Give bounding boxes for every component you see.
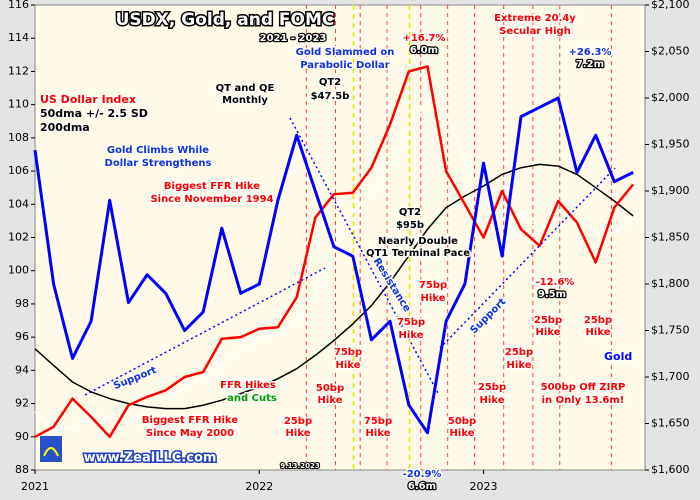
y-tick-label: 94 [15,363,29,376]
logo-mark [43,447,59,457]
legend-label: US Dollar Index [40,93,136,106]
y-tick-label: 116 [8,0,29,11]
y-tick-label: 114 [8,31,29,44]
y2-tick-label: $2,100 [651,0,690,11]
annotation: Since November 1994 [150,194,273,205]
annotation: Hike [480,395,505,406]
legend-label: Gold [604,350,632,363]
legend-label: 50dma +/- 2.5 SD [40,107,148,120]
annotation: Hike [586,327,611,338]
annotation: Extreme 20.4y [494,13,576,24]
annotation: Hike [421,293,446,304]
x-tick-label: 2022 [245,480,273,493]
y-tick-label: 100 [8,264,29,277]
annotation: Hike [536,327,561,338]
annotation: Dollar Strengthens [105,158,212,169]
annotation: 6.0m [410,45,438,56]
annotation: +26.3% [568,47,611,58]
y-tick-label: 98 [15,297,29,310]
annotation: 25bp [534,315,562,326]
y-tick-label: 110 [8,98,29,111]
y2-tick-label: $2,000 [651,91,690,104]
watermark: www.ZealLLC.com [84,451,217,466]
annotation: Since May 2000 [146,428,234,439]
annotation: Biggest FFR Hike [164,181,260,192]
annotation: Hike [507,360,532,371]
annotation: 50bp [448,416,476,427]
annotation: 25bp [284,416,312,427]
annotation: 7.2m [576,59,604,70]
x-tick-label: 2021 [21,480,49,493]
annotation: 75bp [334,347,362,358]
annotation: 500bp Off ZIRP [541,382,626,393]
y-tick-label: 90 [15,430,29,443]
chart-title: USDX, Gold, and FOMC [116,10,335,30]
y-tick-label: 88 [15,463,29,476]
annotation: Hike [336,360,361,371]
series-line [34,163,634,410]
y2-tick-label: $1,850 [651,231,690,244]
y-tick-label: 108 [8,131,29,144]
annotation: QT2 [399,207,421,218]
annotation: 75bp [419,280,447,291]
annotation: 50bp [316,383,344,394]
annotation: Nearly Double [378,236,458,247]
support-line [439,167,616,349]
annotation: Hike [286,428,311,439]
annotation: Hike [318,395,343,406]
annotation: Secular High [499,26,571,37]
annotation: $95b [396,220,424,231]
y-tick-label: 96 [15,330,29,343]
resistance-line [289,117,439,394]
annotation: Hike [399,330,424,341]
series-line [34,65,635,439]
annotation: $47.5b [311,91,350,102]
annotation: 25bp [584,315,612,326]
annotation: Biggest FFR Hike [142,415,238,426]
y2-tick-label: $1,700 [651,370,690,383]
annotation: Gold Slammed on [296,47,395,58]
annotation: +16.7% [402,33,445,44]
series-line [33,96,634,435]
y-tick-label: 112 [8,64,29,77]
y-tick-label: 92 [15,397,29,410]
annotation: 75bp [397,317,425,328]
y2-tick-label: $1,750 [651,324,690,337]
annotation: Monthly [222,95,268,106]
annotation: -12.6% [536,277,575,288]
legend-label: 200dma [40,121,90,134]
y2-tick-label: $1,900 [651,184,690,197]
annotation: Gold Climbs While [107,145,209,156]
annotation: -20.9% [403,469,442,480]
annotation: QT and QE [216,83,275,94]
annotation: in Only 13.6m! [542,395,625,406]
y-tick-label: 102 [8,231,29,244]
y-tick-label: 106 [8,164,29,177]
y2-tick-label: $1,950 [651,138,690,151]
annotation: Parabolic Dollar [300,60,390,71]
annotation: QT2 [319,77,341,88]
annotation: QT1 Terminal Pace [366,248,470,259]
annotation: 75bp [364,416,392,427]
support-line [84,267,326,396]
annotation: 9.13.2023 [280,462,320,470]
y2-tick-label: $1,600 [651,463,690,476]
x-tick-label: 2023 [470,480,498,493]
y2-tick-label: $1,800 [651,277,690,290]
y2-tick-label: $1,650 [651,417,690,430]
annotation: 6.6m [408,481,436,492]
annotation: and Cuts [227,393,277,404]
annotation: 9.5m [538,289,566,300]
y-tick-label: 104 [8,197,29,210]
annotation: 2021 - 2023 [260,33,327,44]
annotation: 25bp [505,347,533,358]
annotation: Hike [366,428,391,439]
annotation: Hike [450,428,475,439]
annotation: 25bp [478,382,506,393]
y2-tick-label: $2,050 [651,45,690,58]
annotation: FFR Hikes [220,380,276,391]
series-line [34,98,634,431]
